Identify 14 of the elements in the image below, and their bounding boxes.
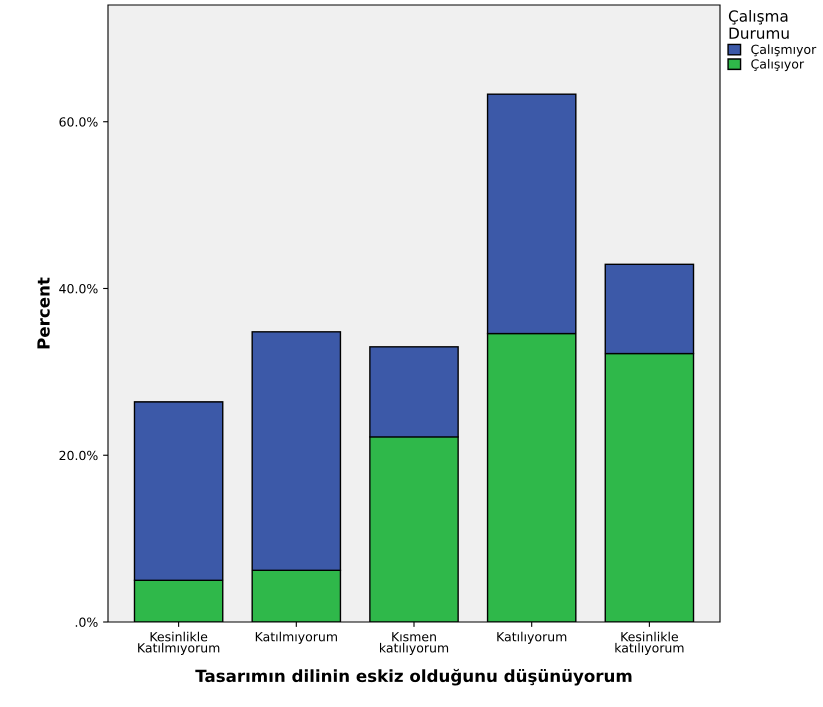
legend-label: Çalışıyor [751,58,804,72]
y-tick-label: 60.0% [59,117,98,127]
y-tick-label: 20.0% [59,450,98,460]
x-tick-label: Kesinlikle katılıyorum [615,632,684,655]
y-axis-title: Percent [37,278,50,348]
x-tick-label: Kesinlikle Katılmıyorum [138,632,220,655]
x-tick-label: Kısmen katılıyorum [380,632,448,655]
x-tick-label: Katılmıyorum [256,632,337,644]
x-tick-label: Katılıyorum [497,632,566,644]
legend-label: Çalışmıyor [751,44,816,56]
y-tick-label: 40.0% [59,284,98,294]
x-axis-title: Tasarımın dilinin eskiz olduğunu düşünüyorum [195,668,632,686]
legend-title: Çalışma Durumu [728,10,789,39]
y-tick-label: .0% [76,617,98,627]
